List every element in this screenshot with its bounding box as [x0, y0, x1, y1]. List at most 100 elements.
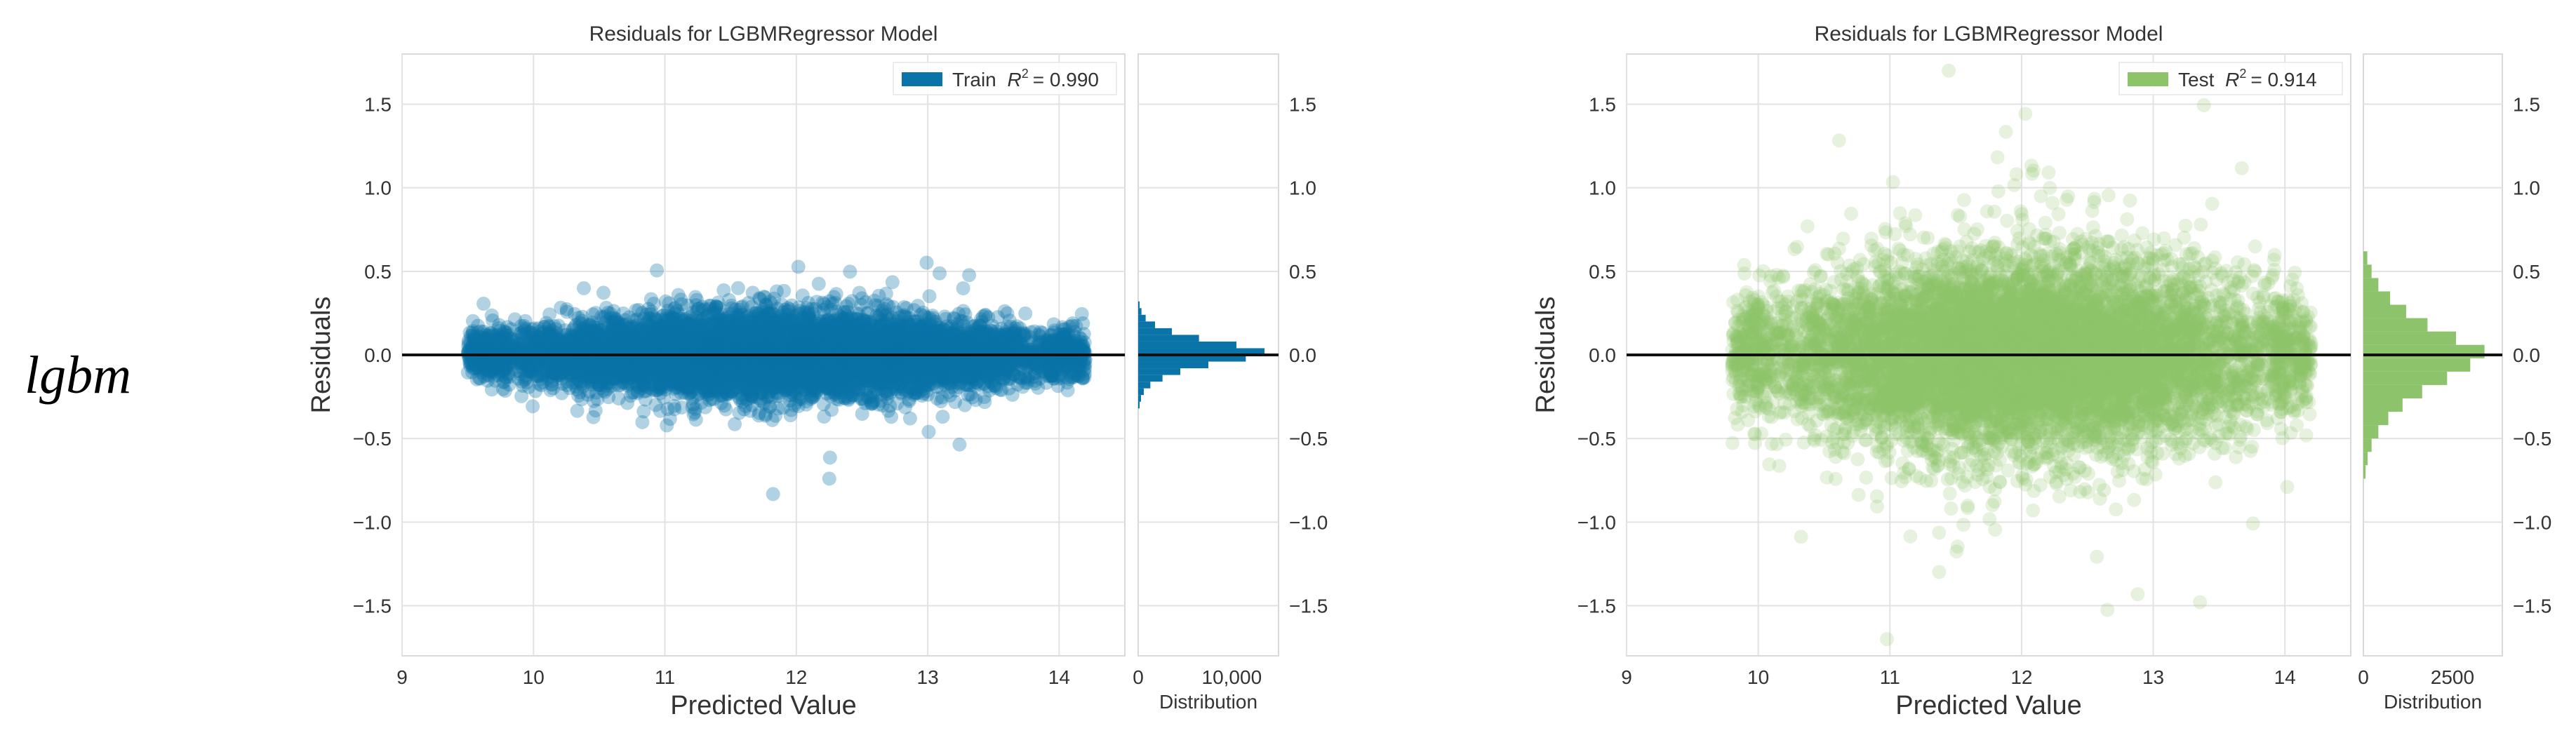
scatter-point [928, 339, 942, 354]
scatter-point [484, 308, 499, 323]
scatter-point [805, 390, 820, 405]
scatter-point [926, 359, 940, 374]
scatter-point [914, 372, 929, 386]
scatter-point [799, 338, 814, 353]
scatter-point [933, 354, 948, 369]
scatter-point [550, 339, 565, 354]
scatter-point [568, 355, 583, 370]
scatter-point [745, 333, 760, 347]
scatter-point [1002, 358, 1016, 373]
scatter-point [772, 361, 786, 375]
scatter-point [902, 369, 916, 384]
scatter-point [518, 355, 533, 370]
scatter-point [683, 359, 698, 374]
scatter-point [801, 356, 816, 371]
scatter-point [500, 332, 514, 346]
scatter-point [838, 360, 853, 375]
scatter-point [950, 372, 965, 386]
scatter-point [876, 335, 891, 350]
scatter-point [788, 376, 803, 391]
scatter-point [704, 370, 719, 385]
scatter-point [1003, 372, 1017, 386]
scatter-point [594, 366, 609, 381]
scatter-point [1045, 368, 1060, 383]
scatter-point [754, 316, 768, 330]
scatter-point [738, 335, 753, 349]
scatter-point [808, 323, 822, 337]
scatter-point [694, 332, 708, 347]
scatter-point [872, 326, 886, 341]
scatter-point [532, 330, 547, 344]
scatter-point [853, 325, 867, 339]
scatter-point [749, 354, 763, 368]
scatter-point [518, 368, 533, 383]
scatter-point [780, 361, 795, 376]
scatter-point [907, 365, 922, 380]
scatter-point [707, 359, 722, 374]
scatter-point [610, 336, 625, 350]
scatter-point [834, 368, 848, 383]
scatter-point [791, 399, 806, 413]
scatter-point [826, 377, 841, 391]
scatter-point [761, 360, 775, 375]
scatter-point [806, 378, 821, 393]
scatter-point [672, 364, 686, 379]
scatter-point [663, 372, 678, 386]
scatter-point [601, 360, 616, 375]
scatter-point [679, 354, 693, 368]
scatter-point [535, 353, 549, 368]
scatter-point [893, 331, 908, 346]
scatter-point [822, 471, 836, 486]
scatter-point [907, 335, 921, 349]
scatter-point [671, 362, 685, 377]
scatter-point [573, 358, 587, 373]
scatter-point [832, 361, 846, 376]
scatter-point [853, 370, 867, 385]
scatter-point [482, 368, 497, 383]
scatter-point [714, 334, 728, 349]
scatter-point [766, 340, 780, 355]
scatter-point [727, 318, 741, 332]
scatter-point [500, 328, 514, 342]
scatter-point [775, 332, 790, 346]
scatter-point [803, 332, 817, 347]
scatter-point [1026, 335, 1041, 349]
scatter-point [949, 325, 963, 339]
scatter-point [772, 379, 787, 393]
scatter-point [723, 330, 738, 344]
scatter-point [850, 331, 865, 346]
scatter-point [721, 332, 736, 347]
scatter-point [950, 370, 965, 384]
scatter-point [766, 487, 780, 502]
scatter-point [688, 314, 703, 329]
scatter-point [833, 338, 848, 353]
scatter-point [893, 342, 907, 357]
scatter-point [496, 342, 511, 356]
scatter-point [1035, 363, 1050, 378]
scatter-point [662, 412, 677, 426]
scatter-point [843, 329, 858, 344]
scatter-point [667, 357, 681, 372]
scatter-point [791, 260, 806, 274]
scatter-point [980, 364, 994, 379]
scatter-point [997, 304, 1012, 318]
scatter-point [819, 329, 834, 344]
scatter-point [660, 418, 674, 433]
scatter-point [676, 369, 691, 384]
scatter-point [873, 308, 888, 323]
scatter-point [726, 337, 741, 352]
scatter-point [994, 370, 1008, 385]
scatter-point [730, 281, 745, 295]
scatter-point [1039, 355, 1053, 369]
scatter-point [821, 338, 836, 353]
scatter-point [687, 332, 702, 347]
scatter-point [708, 378, 723, 393]
scatter-point [758, 337, 773, 352]
scatter-point [658, 294, 673, 309]
scatter-point [882, 312, 897, 327]
scatter-point [1015, 328, 1030, 343]
scatter-point [768, 332, 783, 346]
scatter-point [610, 330, 625, 344]
